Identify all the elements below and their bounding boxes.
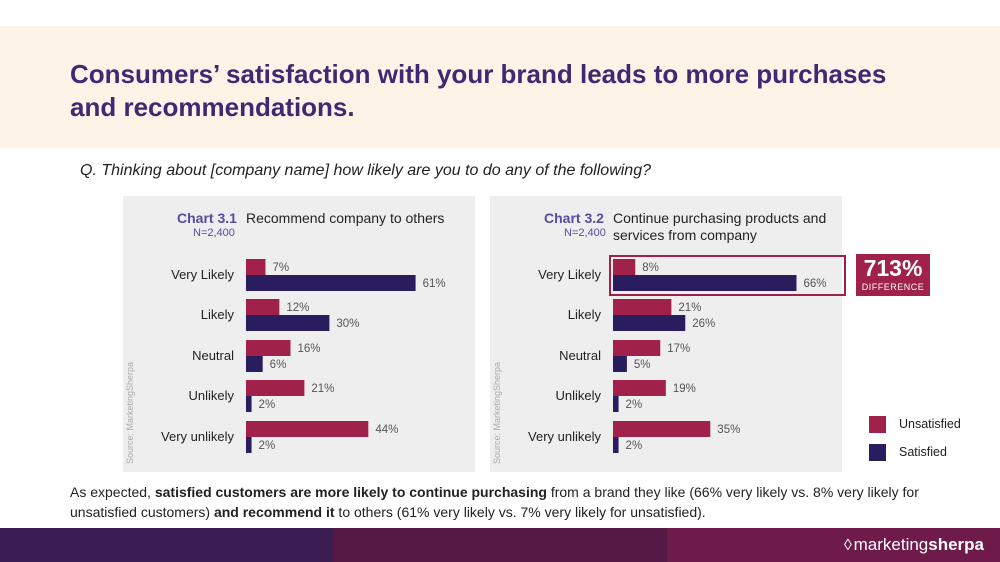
bar-value-label: 12% [286,302,309,314]
bar-unsatisfied [246,299,280,315]
chart-sample-size: N=2,400 [193,227,235,239]
bar-unsatisfied [613,421,711,437]
chart-title: Continue purchasing products and service… [613,210,827,243]
bar-satisfied [613,437,619,453]
bar-value-label: 61% [423,278,446,290]
logo-text: marketing [853,535,929,554]
bar-value-label: 2% [259,440,276,452]
logo-text-bold: sherpa [928,535,984,554]
bar-value-label: 2% [259,399,276,411]
category-label: Likely [201,307,235,322]
bar-unsatisfied [246,380,305,396]
bar-value-label: 6% [270,359,287,371]
source-note: Source: MarketingSherpa [125,361,135,464]
legend-label: Unsatisfied [899,417,961,431]
bar-value-label: 16% [297,343,320,355]
legend-swatch [869,416,886,433]
bar-value-label: 19% [673,383,696,395]
bar-value-label: 26% [692,318,715,330]
highlight-box [609,255,846,296]
bar-satisfied [613,315,686,331]
bar-unsatisfied [246,259,266,275]
category-label: Unlikely [555,388,601,403]
chart-label: Chart 3.2 [544,210,604,226]
difference-label: DIFFERENCE [861,282,925,292]
difference-badge: 713% DIFFERENCE [856,254,930,296]
bar-unsatisfied [613,259,636,275]
bar-value-label: 21% [678,302,701,314]
bar-value-label: 30% [336,318,359,330]
category-label: Neutral [192,348,234,363]
bar-satisfied [246,356,263,372]
summary-part: As expected, [70,484,155,500]
chart-plot-recommend: Very Likely 7% 61% Likely 12% 30% Neutral 16% 6%… [161,259,446,453]
category-label: Neutral [559,348,601,363]
summary-part: to others (61% very likely vs. 7% very l… [334,504,706,520]
source-note: Source: MarketingSherpa [492,361,502,464]
bar-value-label: 66% [803,278,826,290]
chart-sample-size: N=2,400 [564,227,606,239]
bar-value-label: 17% [667,343,690,355]
bar-satisfied [246,315,330,331]
bar-satisfied [246,396,252,412]
bar-satisfied [246,275,416,291]
chart-plot-purchasing: Very Likely 8% 66% Likely 21% 26% Neutral 17% 5%… [528,259,827,453]
survey-question: Q. Thinking about [company name] how lik… [80,162,651,179]
chart-title: Recommend company to others [246,210,445,226]
bar-value-label: 7% [272,262,289,274]
footer-bar: ◊ marketingsherpa [0,528,1000,562]
category-label: Very Likely [171,267,234,282]
header-band [0,26,1000,148]
bar-unsatisfied [613,380,666,396]
category-label: Unlikely [188,388,234,403]
summary-text: As expected, satisfied customers are mor… [70,482,950,522]
bar-unsatisfied [613,299,672,315]
bar-satisfied [613,356,627,372]
page-title: Consumers’ satisfaction with your brand … [70,59,887,122]
legend-label: Satisfied [899,445,947,459]
bar-unsatisfied [246,340,291,356]
bar-satisfied [613,275,797,291]
category-label: Likely [568,307,602,322]
footer-segment [0,528,333,562]
bar-value-label: 2% [626,440,643,452]
bar-value-label: 44% [375,424,398,436]
bar-unsatisfied [613,340,661,356]
category-label: Very unlikely [161,429,234,444]
footer-segment [667,528,1000,562]
bar-value-label: 35% [717,424,740,436]
legend-swatch [869,444,886,461]
category-label: Very unlikely [528,429,601,444]
bar-value-label: 2% [626,399,643,411]
summary-part: from a brand they like (66% very likely … [70,484,919,520]
footer-segment [333,528,667,562]
difference-value: 713% [863,255,923,281]
bar-unsatisfied [246,421,369,437]
chart-panel-purchasing: Chart 3.2 N=2,400 Continue purchasing pr… [490,196,842,472]
brand-logo: ◊ marketingsherpa [844,535,984,555]
bar-value-label: 21% [311,383,334,395]
chart-panel-recommend: Chart 3.1 N=2,400 Recommend company to o… [123,196,475,472]
category-label: Very Likely [538,267,601,282]
chart-label: Chart 3.1 [177,210,237,226]
bar-satisfied [613,396,619,412]
summary-emphasis: satisfied customers are more likely to c… [154,484,547,500]
bar-value-label: 5% [634,359,651,371]
bar-satisfied [246,437,252,453]
bar-value-label: 8% [642,262,659,274]
logo-icon: ◊ [843,537,852,554]
summary-emphasis: and recommend it [213,504,335,520]
